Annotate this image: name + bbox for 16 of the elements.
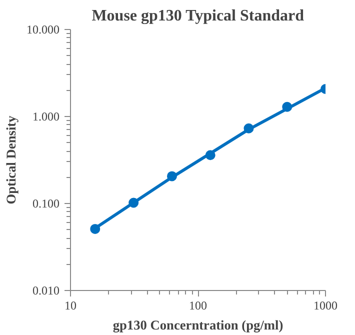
x-tick-label: 1000 xyxy=(314,298,338,312)
point xyxy=(128,198,139,208)
point xyxy=(244,123,254,134)
chart-title: Mouse gp130 Typical Standard xyxy=(92,8,304,24)
y-tick-label: 0.100 xyxy=(32,196,60,210)
x-tick-label: 10 xyxy=(64,298,76,312)
y-tick-label: 10.000 xyxy=(26,22,60,36)
y-tick-label: 0.010 xyxy=(32,284,60,298)
point xyxy=(282,102,292,112)
point xyxy=(205,150,216,160)
y-axis-title: Optical Density xyxy=(4,115,18,204)
x-tick-label: 100 xyxy=(189,298,207,312)
point xyxy=(166,171,177,182)
y-tick-label: 1.000 xyxy=(32,110,60,124)
point xyxy=(90,224,100,234)
x-axis-title: gp130 Concerntration (pg/ml) xyxy=(112,318,284,332)
